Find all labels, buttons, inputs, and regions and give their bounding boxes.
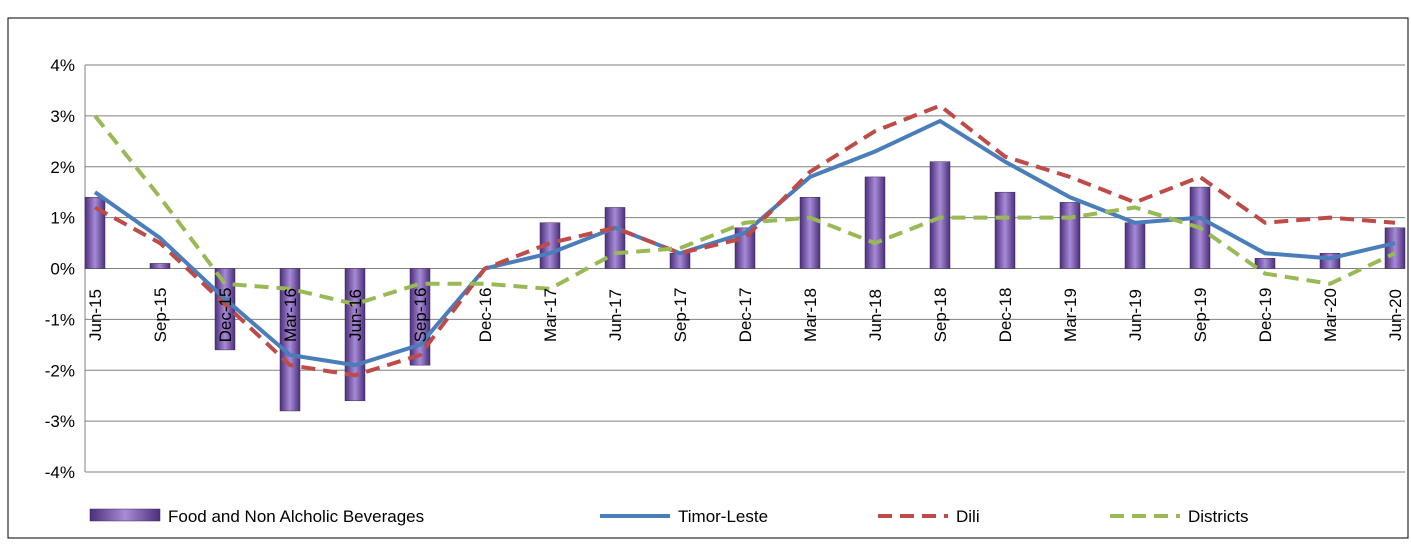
legend-swatch: [89, 508, 161, 522]
x-tick-label: Mar-16: [281, 288, 300, 342]
y-tick-label: 3%: [50, 107, 75, 126]
x-tick-label: Jun-18: [866, 289, 885, 341]
x-tick-label: Mar-20: [1321, 288, 1340, 342]
y-tick-label: -4%: [45, 463, 75, 482]
y-tick-label: 1%: [50, 209, 75, 228]
legend-label: Dili: [956, 507, 980, 526]
bar: [929, 161, 951, 269]
x-tick-label: Jun-20: [1386, 289, 1405, 341]
bar: [734, 227, 756, 269]
y-tick-label: -1%: [45, 310, 75, 329]
x-tick-label: Dec-18: [996, 288, 1015, 343]
y-tick-label: 0%: [50, 260, 75, 279]
line-series: [93, 114, 1396, 307]
x-tick-label: Sep-17: [671, 288, 690, 343]
bar: [279, 268, 301, 412]
y-tick-label: -3%: [45, 412, 75, 431]
x-tick-label: Jun-15: [86, 289, 105, 341]
y-tick-label: -2%: [45, 361, 75, 380]
x-tick-label: Dec-17: [736, 288, 755, 343]
legend-label: Districts: [1188, 507, 1248, 526]
bar: [84, 197, 106, 269]
legend-label: Food and Non Alcholic Beverages: [168, 507, 424, 526]
bar: [864, 176, 886, 269]
x-tick-label: Dec-19: [1256, 288, 1275, 343]
x-tick-label: Mar-18: [801, 288, 820, 342]
x-tick-label: Sep-15: [151, 288, 170, 343]
x-tick-label: Mar-17: [541, 288, 560, 342]
chart-border: [7, 17, 1409, 539]
bar: [149, 263, 171, 269]
bar: [1059, 202, 1081, 269]
bar: [799, 197, 821, 269]
x-tick-label: Sep-16: [411, 288, 430, 343]
bar: [1124, 222, 1146, 269]
legend-label: Timor-Leste: [678, 507, 768, 526]
bar: [1384, 227, 1406, 269]
y-tick-label: 4%: [50, 56, 75, 75]
x-tick-label: Sep-18: [931, 288, 950, 343]
bar: [994, 191, 1016, 269]
bar: [1254, 258, 1276, 269]
x-tick-label: Jun-19: [1126, 289, 1145, 341]
bar: [669, 252, 691, 269]
line-series: [94, 103, 1396, 378]
x-tick-label: Dec-16: [476, 288, 495, 343]
x-tick-label: Sep-19: [1191, 288, 1210, 343]
x-tick-label: Jun-16: [346, 289, 365, 341]
y-tick-label: 2%: [50, 158, 75, 177]
x-tick-label: Jun-17: [606, 289, 625, 341]
x-tick-label: Dec-15: [216, 288, 235, 343]
x-tick-label: Mar-19: [1061, 288, 1080, 342]
